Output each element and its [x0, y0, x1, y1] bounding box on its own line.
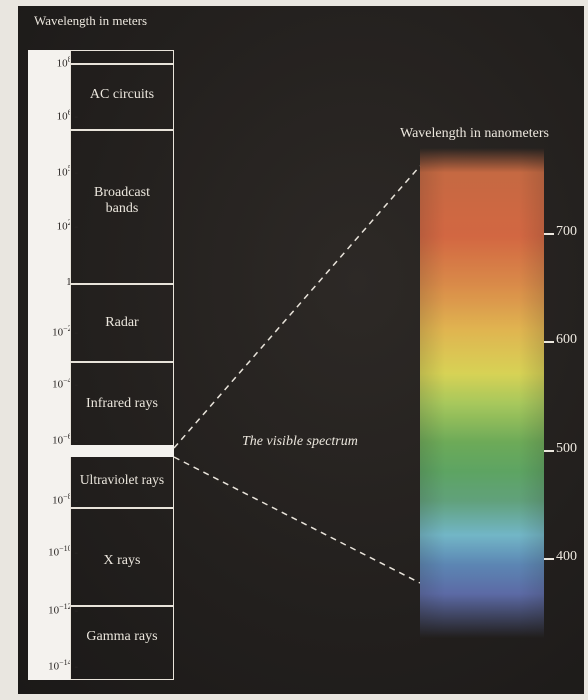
meters-tick-label: 10−10 -: [48, 544, 78, 559]
band-divider: [71, 605, 173, 607]
band-label-gamma-rays: Gamma rays: [86, 629, 158, 644]
visible-projection-lines: [173, 165, 421, 584]
nm-tick-label: 700: [556, 224, 577, 239]
band-label-ac-circuits: AC circuits: [89, 87, 155, 102]
meters-tick-label: 102 -: [56, 218, 78, 233]
projection-line-top: [173, 165, 421, 449]
meters-tick-label: 1 -: [66, 276, 78, 288]
visible-band-marker: [70, 445, 174, 457]
band-label-x-rays: X rays: [103, 553, 141, 568]
nanometers-axis-title: Wavelength in nanometers: [400, 126, 549, 141]
band-divider: [71, 129, 173, 131]
meters-tick-label: 105 -: [56, 164, 78, 179]
nm-tick-label: 500: [556, 441, 577, 456]
meters-tick-label: 10−12 -: [48, 602, 78, 617]
nm-tick-mark: [544, 233, 554, 235]
spectrum-edge-shading: [420, 148, 544, 638]
meters-axis-title: Wavelength in meters: [34, 13, 148, 28]
band-divider: [71, 507, 173, 509]
band-divider: [71, 361, 173, 363]
meters-axis-strip: 108 - 106 - 105 - 102 - 1 - 10−2 - 10−4 …: [28, 50, 78, 680]
visible-spectrum-gradient: [420, 148, 544, 638]
band-label-infrared: Infrared rays: [86, 396, 158, 411]
nm-tick-label: 600: [556, 332, 577, 347]
meters-tick-label: 10−4 -: [52, 376, 78, 391]
band-divider: [71, 63, 173, 65]
meters-tick-label: 10−2 -: [52, 324, 78, 339]
nm-tick-mark: [544, 341, 554, 343]
band-label-broadcast-bands: Broadcast bands: [94, 185, 150, 216]
nm-tick-mark: [544, 558, 554, 560]
band-divider: [71, 283, 173, 285]
nm-tick-mark: [544, 450, 554, 452]
band-label-radar: Radar: [105, 315, 139, 330]
wavelength-band-column: AC circuits Broadcast bands Radar Infrar…: [70, 50, 174, 680]
meters-tick-label: 10−8 -: [52, 492, 78, 507]
visible-spectrum-caption: The visible spectrum: [242, 434, 358, 449]
diagram-panel: Wavelength in meters 108 - 106 - 105 - 1…: [18, 6, 584, 694]
band-label-ultraviolet: Ultraviolet rays: [79, 472, 165, 487]
projection-line-bottom: [173, 456, 421, 584]
meters-tick-label: 10−6 -: [52, 432, 78, 447]
nm-tick-label: 400: [556, 549, 577, 564]
meters-tick-label: 10−14 -: [48, 658, 78, 673]
meters-tick-label: 106 -: [56, 108, 78, 123]
